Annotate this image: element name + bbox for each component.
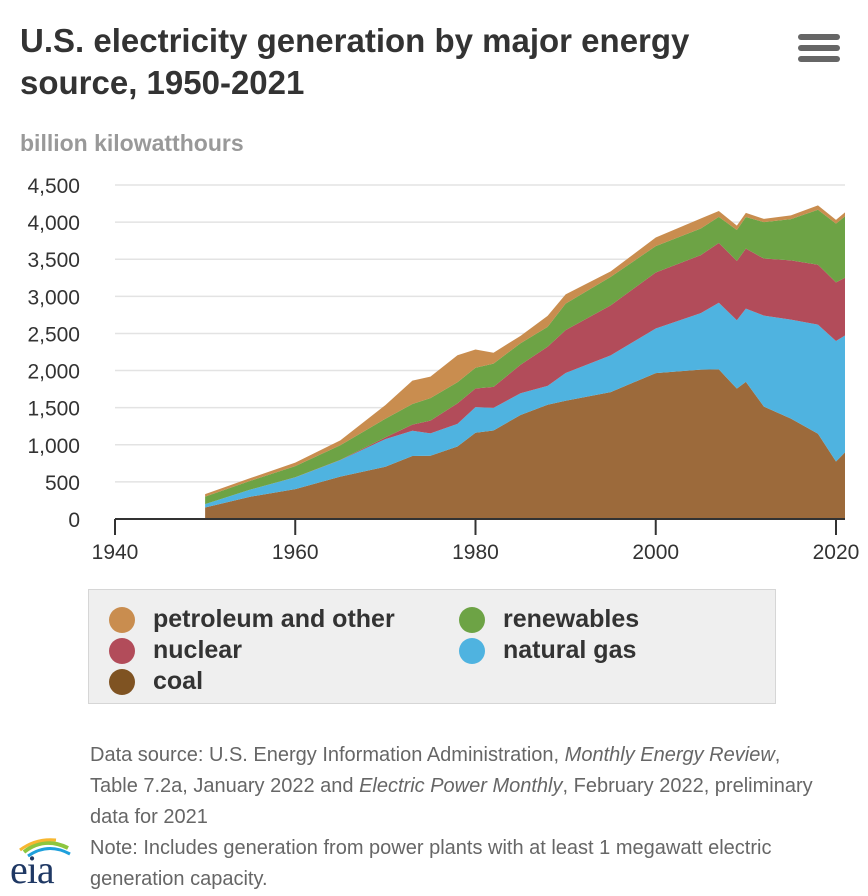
renewables-swatch-icon	[459, 606, 485, 633]
area-series-renewables[interactable]	[205, 209, 845, 505]
logo-swoosh-icon	[19, 838, 71, 858]
stacked-areas	[205, 205, 845, 519]
y-tick-label: 1,500	[27, 398, 80, 421]
chart-footer: Data source: U.S. Energy Information Adm…	[90, 740, 830, 895]
y-tick-label: 4,500	[27, 175, 80, 198]
area-series-petroleum-and-other[interactable]	[205, 205, 845, 497]
legend-label-renewables: renewables	[503, 605, 640, 633]
y-tick-label: 500	[45, 472, 80, 495]
y-tick-label: 2,000	[27, 361, 80, 384]
area-chart: 0 500 1,000 1,500 2,000 2,500 3,000 3,500 4,000 4…	[27, 175, 859, 564]
legend-item-petroleum[interactable]: petroleum and other	[109, 605, 395, 634]
y-tick-label: 1,000	[27, 435, 80, 458]
chart-legend: petroleum and other renewables nuclear n…	[88, 589, 776, 704]
legend-item-natural-gas[interactable]: natural gas	[459, 636, 636, 665]
x-tick-label: 2000	[632, 541, 679, 564]
y-axis-units-label: billion kilowatthours	[20, 130, 244, 156]
y-tick-label: 0	[68, 509, 80, 532]
y-tick-label: 3,500	[27, 249, 80, 272]
x-tick-label: 2020	[813, 541, 860, 564]
y-tick-label: 3,000	[27, 286, 80, 309]
area-series-coal[interactable]	[205, 369, 845, 519]
data-source-text: Data source: U.S. Energy Information Adm…	[90, 744, 813, 828]
area-series-nuclear[interactable]	[205, 242, 845, 505]
legend-item-nuclear[interactable]: nuclear	[109, 636, 242, 665]
hamburger-menu-icon[interactable]	[798, 34, 840, 68]
petroleum-swatch-icon	[109, 606, 135, 633]
x-tick-label: 1940	[92, 541, 139, 564]
x-tick-label: 1980	[452, 541, 499, 564]
natural-gas-swatch-icon	[459, 637, 485, 664]
legend-item-renewables[interactable]: renewables	[459, 605, 639, 634]
legend-label-coal: coal	[153, 667, 204, 695]
legend-label-petroleum: petroleum and other	[153, 605, 395, 633]
area-series-natural-gas[interactable]	[205, 302, 845, 508]
electric-power-monthly-title: Electric Power Monthly	[359, 775, 563, 797]
eia-logo: eia	[6, 834, 76, 892]
legend-label-natural-gas: natural gas	[503, 636, 637, 664]
axes: 0 500 1,000 1,500 2,000 2,500 3,000 3,500 4,000 4…	[27, 175, 859, 564]
monthly-energy-review-title: Monthly Energy Review	[564, 744, 775, 766]
note-text: Note: Includes generation from power pla…	[90, 837, 772, 890]
logo-text: eia	[10, 847, 55, 892]
gridlines	[115, 184, 845, 483]
chart-title: U.S. electricity generation by major ene…	[20, 22, 690, 101]
y-tick-label: 4,000	[27, 212, 80, 235]
legend-label-nuclear: nuclear	[153, 636, 242, 664]
nuclear-swatch-icon	[109, 637, 135, 664]
x-tick-label: 1960	[272, 541, 319, 564]
legend-item-coal[interactable]: coal	[109, 667, 203, 696]
y-tick-label: 2,500	[27, 323, 80, 346]
coal-swatch-icon	[109, 668, 135, 695]
